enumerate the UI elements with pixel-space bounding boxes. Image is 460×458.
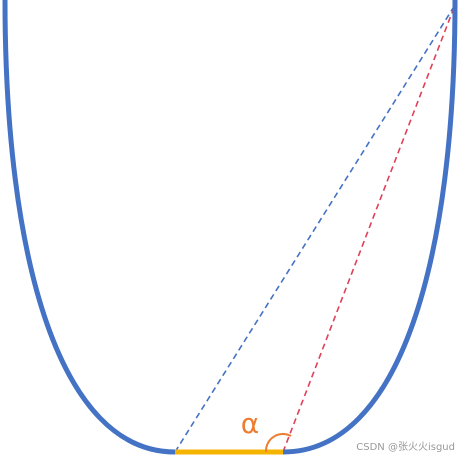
angle-label: α [241, 407, 259, 440]
watermark: CSDN @张火火isgud [356, 441, 455, 453]
angle-arc [264, 433, 292, 453]
red-dashed-line [282, 4, 456, 453]
blue-dashed-line [174, 4, 456, 453]
